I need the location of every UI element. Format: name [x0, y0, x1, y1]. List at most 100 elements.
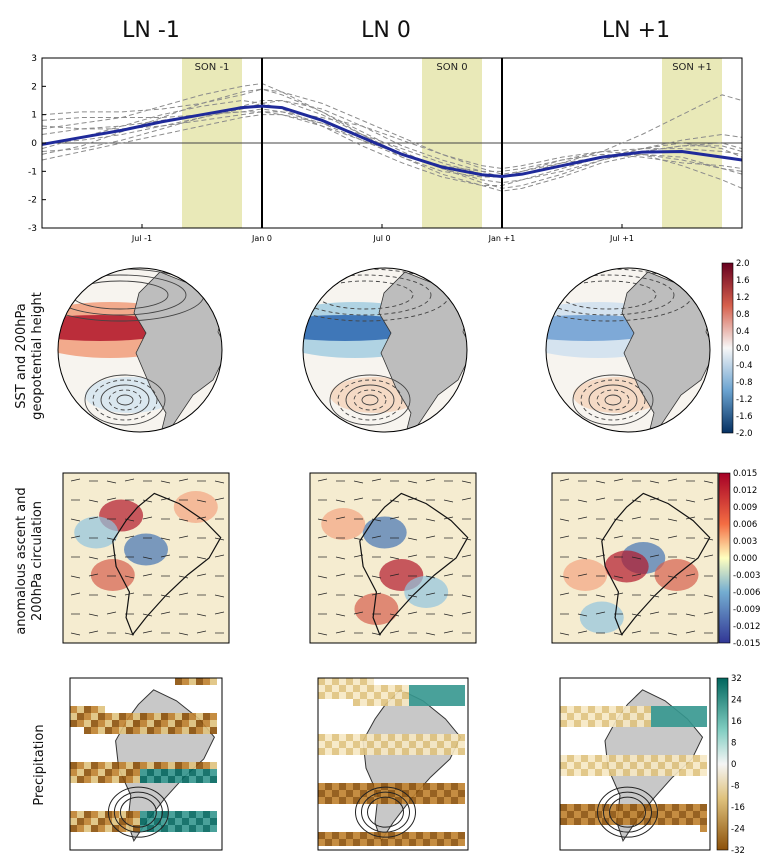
precip-cell-2-20-17 [679, 818, 686, 825]
precip-cell-1-17-19 [451, 797, 458, 804]
precip-cell-1-15-13 [409, 783, 416, 790]
precip-cell-2-18-15 [665, 804, 672, 811]
precip-cell-0-13-2 [84, 769, 91, 776]
wind-arrow-1-3-3 [371, 535, 382, 539]
sst-colorbar-tick-0: 2.0 [736, 259, 750, 269]
precip-cell-1-17-16 [430, 797, 437, 804]
precip-contour-1-3 [355, 786, 416, 838]
globe-outline-0 [57, 267, 223, 433]
precip-cell-0-4-3 [91, 706, 98, 713]
precip-cell-1-17-4 [346, 797, 353, 804]
precip-cell-0-20-15 [175, 818, 182, 825]
wind-arrow-2-8-7 [685, 630, 696, 634]
precip-cell-0-5-11 [147, 713, 154, 720]
precip-cell-0-13-5 [105, 769, 112, 776]
precip-cell-0-13-16 [182, 769, 189, 776]
precip-cell-0-12-1 [77, 762, 84, 769]
wind-arrow-1-0-3 [371, 478, 382, 482]
precip-cell-1-23-1 [325, 839, 332, 846]
precip-cell-1-3-10 [388, 699, 395, 706]
precip-cell-1-23-10 [388, 839, 395, 846]
precip-cell-1-10-17 [437, 748, 444, 755]
precip-cell-1-1-3 [339, 685, 346, 692]
globe-map-0 [58, 268, 222, 432]
precip-cell-1-8-16 [430, 734, 437, 741]
precip-cell-2-5-20 [700, 713, 707, 720]
precip-cell-0-14-13 [161, 776, 168, 783]
precip-cell-1-3-6 [360, 699, 367, 706]
precip-cell-0-14-17 [189, 776, 196, 783]
precip-cell-2-20-9 [623, 818, 630, 825]
continent-outline-0 [112, 492, 222, 636]
precip-cell-1-9-6 [360, 741, 367, 748]
precip-cell-2-20-11 [637, 818, 644, 825]
precip-cell-1-16-13 [409, 790, 416, 797]
precip-cell-2-6-18 [686, 720, 693, 727]
precip-cell-1-23-6 [360, 839, 367, 846]
precip-cell-1-22-16 [430, 832, 437, 839]
precip-cell-1-10-1 [325, 748, 332, 755]
wind-arrow-2-6-8 [703, 594, 714, 598]
precip-cell-1-16-20 [458, 790, 465, 797]
precip-cell-0-13-19 [203, 769, 210, 776]
wind-arrow-1-1-2 [353, 497, 364, 501]
precip-cell-1-23-16 [430, 839, 437, 846]
precip-cell-2-13-5 [595, 769, 602, 776]
precip-cell-0-13-15 [175, 769, 182, 776]
precip-cell-1-2-7 [367, 692, 374, 699]
precip-cell-2-20-5 [595, 818, 602, 825]
precip-cell-2-12-1 [567, 762, 574, 769]
sst-colorbar-tick-8: -1.2 [736, 395, 753, 405]
precip-cell-1-0-6 [360, 678, 367, 685]
precip-cell-2-6-7 [609, 720, 616, 727]
precip-cell-1-0-4 [346, 678, 353, 685]
precip-cell-1-22-3 [339, 832, 346, 839]
wind-arrow-2-8-4 [631, 630, 642, 634]
wind-arrow-2-0-5 [649, 480, 660, 484]
precip-cell-2-19-10 [630, 811, 637, 818]
precip-cell-2-5-18 [686, 713, 693, 720]
precip-cell-1-2-13 [409, 692, 416, 699]
precip-map-frame-1 [317, 677, 469, 851]
precip-cell-0-21-3 [91, 825, 98, 832]
precip-cell-2-6-17 [679, 720, 686, 727]
precip-cell-0-6-2 [84, 720, 91, 727]
ascent-map-2 [552, 473, 718, 643]
precip-cell-2-5-10 [630, 713, 637, 720]
precip-cell-1-1-19 [451, 685, 458, 692]
precip-cell-1-23-4 [346, 839, 353, 846]
wind-arrow-1-3-0 [317, 535, 328, 539]
precip-cell-0-12-14 [168, 762, 175, 769]
ascent-colorbar-tick-6: -0.003 [733, 571, 760, 581]
y-tick-label-1: 2 [31, 82, 37, 92]
precip-cell-1-1-20 [458, 685, 465, 692]
wind-arrow-1-2-4 [389, 516, 400, 520]
precip-cell-2-13-10 [630, 769, 637, 776]
precip-cell-0-7-11 [147, 727, 154, 734]
precip-cell-0-12-4 [98, 762, 105, 769]
precip-cell-1-23-17 [437, 839, 444, 846]
wind-arrow-1-6-8 [461, 594, 472, 598]
precip-cell-2-18-2 [574, 804, 581, 811]
precip-cell-0-20-19 [203, 818, 210, 825]
precip-cell-0-12-17 [189, 762, 196, 769]
precip-cell-0-12-9 [133, 762, 140, 769]
precip-cell-2-19-18 [686, 811, 693, 818]
precip-cell-0-13-18 [196, 769, 203, 776]
precip-cell-1-16-16 [430, 790, 437, 797]
wind-arrow-2-4-7 [685, 556, 696, 560]
precip-cell-0-12-6 [112, 762, 119, 769]
wind-arrow-1-1-1 [335, 499, 346, 503]
precip-cell-0-20-10 [140, 818, 147, 825]
precip-cell-1-10-9 [381, 748, 388, 755]
precip-cell-0-13-0 [70, 769, 77, 776]
precip-cell-0-0-15 [175, 678, 182, 685]
precip-cell-1-8-9 [381, 734, 388, 741]
precip-cell-2-20-6 [602, 818, 609, 825]
precip-cell-2-18-13 [651, 804, 658, 811]
wind-arrow-2-4-8 [703, 554, 714, 558]
ascent-colorbar-tick-7: -0.006 [733, 588, 760, 598]
precip-cell-2-18-17 [679, 804, 686, 811]
precip-colorbar-tick-0: 32 [731, 674, 742, 684]
precip-cell-1-1-13 [409, 685, 416, 692]
